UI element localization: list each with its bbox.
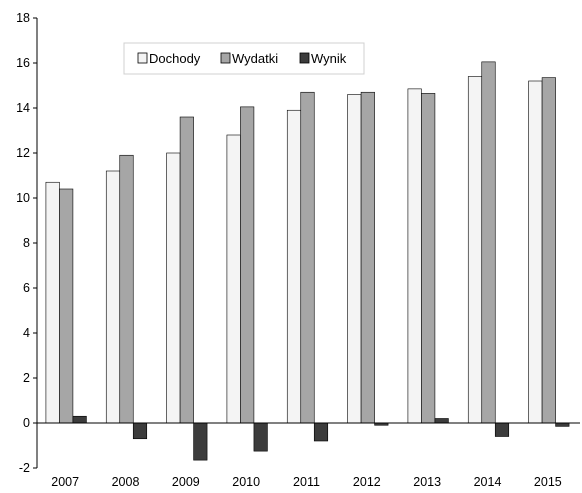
bar-wynik-2010 (253, 422, 268, 452)
bar-wynik-2014 (494, 422, 510, 437)
x-tick-label: 2009 (172, 475, 200, 489)
bar-wydatki-2013 (421, 93, 436, 424)
y-tick-label: 10 (16, 191, 30, 205)
legend-swatch-dochody (137, 52, 148, 64)
x-axis-ticks: 2007 2008 2009 2010 2011 2012 2013 2014 2015 (51, 475, 562, 489)
y-tick-label: 4 (23, 326, 30, 340)
bar-dochody-2013 (407, 88, 422, 424)
y-tick-label: 6 (23, 281, 30, 295)
bar-dochody-2008 (105, 170, 121, 424)
x-tick-label: 2015 (534, 475, 562, 489)
y-tick-label: 18 (16, 11, 30, 25)
bar-wydatki-2008 (119, 154, 134, 424)
bar-dochody-2007 (45, 181, 60, 424)
bar-wynik-2009 (193, 422, 208, 461)
bar-dochody-2011 (286, 109, 302, 424)
legend: Dochody Wydatki Wynik (123, 42, 365, 75)
y-tick-label: 12 (16, 146, 30, 160)
x-tick-label: 2011 (293, 475, 320, 489)
bar-dochody-2015 (528, 80, 543, 424)
y-tick-label: 16 (16, 56, 30, 70)
bar-dochody-2012 (347, 94, 362, 424)
y-tick-label: 8 (23, 236, 30, 250)
y-axis-ticks: -2 0 2 4 6 8 10 12 14 16 18 (16, 11, 37, 475)
x-tick-label: 2013 (413, 475, 441, 489)
bar-dochody-2009 (166, 152, 181, 424)
x-tick-label: 2010 (232, 475, 260, 489)
bar-wydatki-2007 (59, 188, 74, 424)
legend-swatch-wynik (299, 52, 310, 64)
bar-wynik-2007 (72, 415, 87, 424)
y-tick-label: 14 (16, 101, 30, 115)
bar-wynik-2011 (313, 422, 329, 442)
bar-wydatki-2011 (300, 91, 315, 424)
bar-dochody-2010 (226, 134, 241, 424)
x-tick-label: 2007 (51, 475, 79, 489)
bar-wynik-2015 (555, 422, 570, 427)
y-tick-label: -2 (19, 461, 30, 475)
x-tick-label: 2014 (474, 475, 502, 489)
x-tick-label: 2012 (353, 475, 381, 489)
bar-dochody-2014 (467, 76, 483, 424)
bar-wydatki-2010 (240, 106, 255, 424)
bar-wydatki-2009 (179, 116, 194, 424)
bar-wydatki-2012 (360, 91, 375, 424)
bars (45, 61, 570, 461)
legend-box (123, 42, 365, 75)
y-tick-label: 0 (23, 416, 30, 430)
y-tick-label: 2 (23, 371, 30, 385)
bar-wydatki-2015 (541, 77, 556, 424)
legend-swatch-wydatki (220, 52, 231, 64)
legend-label-wydatki: Wydatki (232, 51, 278, 66)
legend-label-wynik: Wynik (311, 51, 347, 66)
bar-wynik-2013 (434, 418, 449, 424)
bar-wynik-2008 (132, 422, 148, 440)
x-tick-label: 2008 (112, 475, 140, 489)
bar-wydatki-2014 (481, 61, 496, 424)
legend-label-dochody: Dochody (149, 51, 201, 66)
